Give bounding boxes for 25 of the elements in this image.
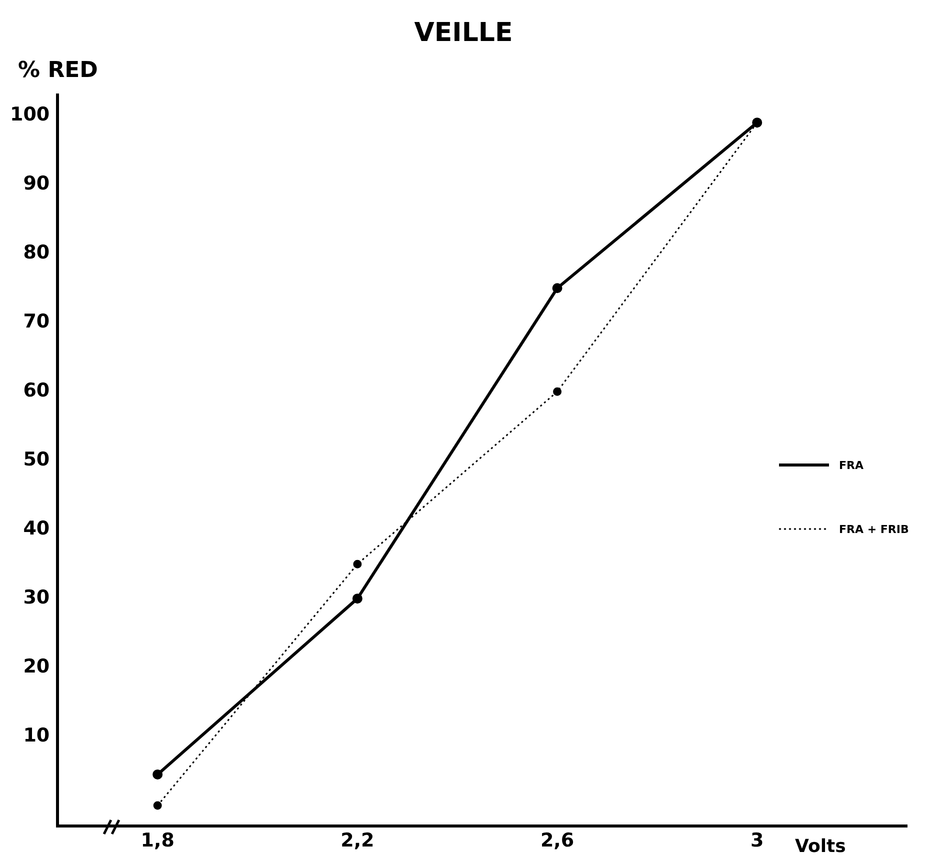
point [153,801,162,810]
chart-title: VEILLE [413,18,514,48]
point [553,387,562,396]
y-tick-label: 40 [23,518,50,540]
y-tick-label: 10 [23,724,50,746]
y-tick-label: 60 [23,380,50,402]
x-tick-label: 3 [750,830,764,852]
x-axis-title: Volts [795,836,846,857]
point [152,769,163,780]
y-tick-label: 100 [10,104,50,126]
point [353,560,362,568]
y-tick-label: 50 [23,448,50,471]
y-tick-label: 30 [23,586,50,608]
y-axis-title: % RED [18,58,98,83]
y-tick-label: 20 [23,655,50,678]
y-tick-label: 90 [23,172,50,195]
x-tick-label: 2,2 [340,830,374,852]
y-tick-label: 80 [23,242,50,264]
x-tick-label: 1,8 [140,830,174,852]
legend-label: FRA + FRIB [839,522,909,536]
x-tick-label: 2,6 [540,830,574,852]
y-tick-label: 70 [23,310,50,333]
legend-label: FRA [839,458,864,472]
point [552,283,562,294]
point [352,594,362,604]
